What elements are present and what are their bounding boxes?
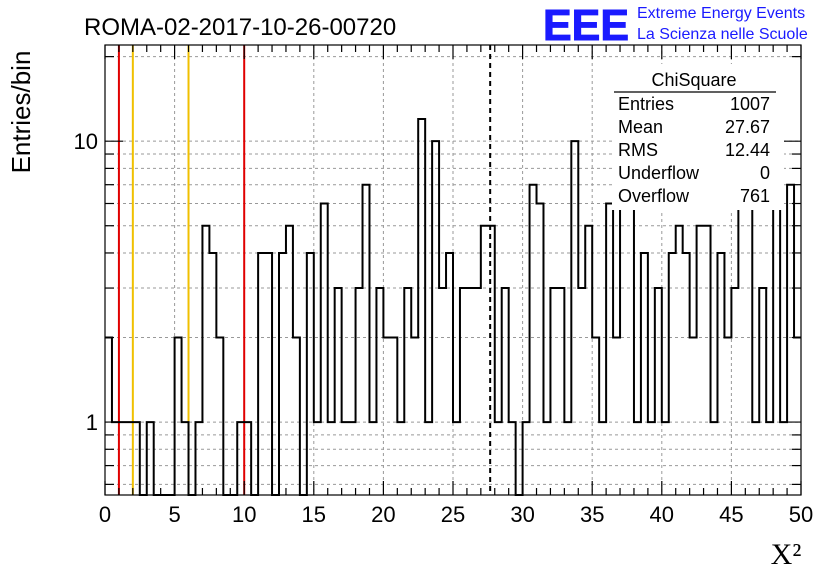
x-tick-labels: 0 5 10 15 20 25 30 35 40 45 50 [99, 502, 813, 527]
eee-logo: EEE Extreme Energy Events La Scienza nel… [543, 1, 808, 51]
stats-value: 0 [760, 163, 770, 183]
histogram-bin [669, 253, 676, 495]
stats-label: Underflow [618, 163, 700, 183]
histogram-bin [209, 253, 216, 495]
histogram-bin [676, 226, 683, 495]
histogram-bin [293, 338, 300, 495]
histogram-bin [258, 253, 265, 495]
logo-line-1: Extreme Energy Events [637, 5, 805, 22]
histogram-bin [202, 226, 209, 495]
histogram-bin [704, 226, 711, 495]
stats-value: 1007 [730, 94, 770, 114]
histogram-bin [738, 203, 745, 495]
histogram-bin [432, 141, 439, 495]
histogram-bin [745, 185, 752, 495]
histogram-bin [356, 288, 363, 495]
histogram-bin [488, 226, 495, 495]
histogram-bin [613, 338, 620, 495]
stats-label: Overflow [618, 186, 690, 206]
histogram-bin [216, 338, 223, 495]
histogram-bin [794, 338, 801, 495]
histogram-bin [467, 288, 474, 495]
y-axis-label: Entries/bin [6, 51, 36, 174]
histogram-bin [418, 119, 425, 495]
histogram-bin [606, 203, 613, 495]
x-tick-label: 5 [168, 502, 180, 527]
x-tick-label: 40 [650, 502, 674, 527]
histogram-bin [502, 288, 509, 495]
stats-value: 12.44 [725, 140, 770, 160]
histogram-bin [307, 253, 314, 495]
histogram-bin [460, 288, 467, 495]
histogram-bin [773, 203, 780, 495]
stats-box-background [612, 64, 784, 210]
histogram-bin [557, 288, 564, 495]
histogram-bin [759, 288, 766, 495]
histogram-bin [787, 185, 794, 495]
eee-logo-mark: EEE [543, 1, 629, 50]
histogram-bin [627, 185, 634, 495]
histogram-bin [279, 253, 286, 495]
histogram-bin [641, 253, 648, 495]
histogram-bin [363, 185, 370, 495]
histogram-bin [690, 338, 697, 495]
stats-value: 27.67 [725, 117, 770, 137]
y-tick-label: 10 [74, 129, 98, 154]
histogram-bin [321, 203, 328, 495]
x-tick-label: 30 [510, 502, 534, 527]
x-tick-label: 35 [580, 502, 604, 527]
histogram-bin [683, 253, 690, 495]
histogram-bin [390, 338, 397, 495]
x-tick-label: 0 [99, 502, 111, 527]
reference-lines [117, 45, 492, 495]
histogram-bin [286, 226, 293, 495]
logo-line-2: La Scienza nelle Scuole [637, 26, 808, 43]
histogram-bin [537, 203, 544, 495]
histogram-bin [550, 288, 557, 495]
histogram-bin [530, 185, 537, 495]
histogram-bin [411, 338, 418, 495]
histogram-bin [439, 288, 446, 495]
histogram-bin [592, 338, 599, 495]
histogram-bin [731, 288, 738, 495]
histogram-bin [481, 226, 488, 495]
histogram-bin [446, 253, 453, 495]
histogram-bin [265, 253, 272, 495]
axis-ticks [104, 45, 802, 495]
x-tick-label: 20 [371, 502, 395, 527]
histogram-bin [335, 288, 342, 495]
histogram-bin [724, 338, 731, 495]
chart-title: ROMA-02-2017-10-26-00720 [84, 14, 396, 41]
histogram-bin [474, 288, 481, 495]
x-tick-label: 15 [302, 502, 326, 527]
stats-label: Entries [618, 94, 674, 114]
histogram-bin [697, 226, 704, 495]
histogram-bin [376, 288, 383, 495]
histogram-bin [578, 288, 585, 495]
x-tick-label: 10 [232, 502, 256, 527]
y-tick-label: 1 [86, 410, 98, 435]
histogram-bin [175, 338, 182, 495]
histogram-bin [404, 288, 411, 495]
histogram-bin [620, 203, 627, 495]
histogram-bin [105, 338, 112, 495]
x-axis-label: X² [771, 538, 802, 571]
stats-label: Mean [618, 117, 663, 137]
stats-label: RMS [618, 140, 658, 160]
x-tick-label: 45 [719, 502, 743, 527]
histogram-bin [655, 288, 662, 495]
histogram-bin [717, 253, 724, 495]
stats-title: ChiSquare [651, 70, 736, 90]
histogram-bin [585, 226, 592, 495]
x-tick-label: 50 [789, 502, 813, 527]
y-tick-labels: 1 10 [74, 129, 98, 435]
x-tick-label: 25 [441, 502, 465, 527]
stats-box: ChiSquare Entries 1007 Mean 27.67 RMS 12.44 Un… [612, 64, 784, 210]
histogram-bin [383, 338, 390, 495]
histogram-bin [571, 141, 578, 495]
stats-value: 761 [740, 186, 770, 206]
